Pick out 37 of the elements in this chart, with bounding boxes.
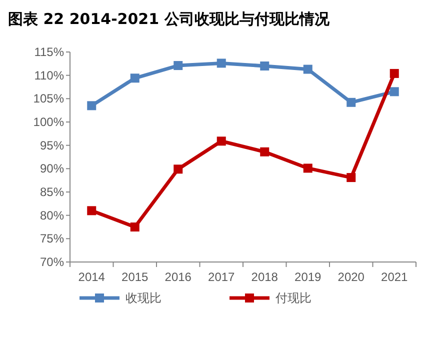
point xyxy=(216,136,226,146)
legend-label: 收现比 xyxy=(126,291,162,305)
x-tick-label: 2019 xyxy=(294,270,322,284)
point xyxy=(346,98,356,107)
point xyxy=(303,164,312,173)
x-tick-label: 2017 xyxy=(208,270,236,284)
y-tick-label: 70% xyxy=(40,255,64,269)
y-tick-label: 110% xyxy=(34,68,64,82)
y-tick-label: 100% xyxy=(33,115,64,129)
point xyxy=(346,173,356,182)
point xyxy=(390,68,399,78)
point xyxy=(390,87,399,96)
point xyxy=(216,58,226,68)
point xyxy=(260,147,270,156)
y-tick-label: 85% xyxy=(40,185,64,199)
y-tick-label: 90% xyxy=(40,162,64,176)
y-tick-label: 115% xyxy=(34,45,64,59)
point xyxy=(130,222,140,232)
y-tick-label: 75% xyxy=(40,232,64,246)
point xyxy=(174,61,183,70)
x-tick-label: 2018 xyxy=(251,270,278,284)
point xyxy=(87,101,96,110)
point xyxy=(130,74,140,83)
point xyxy=(87,206,96,216)
point xyxy=(260,62,270,70)
legend-label: 付现比 xyxy=(274,291,312,305)
y-tick-label: 95% xyxy=(40,138,64,152)
x-tick-label: 2020 xyxy=(338,270,365,284)
point xyxy=(303,64,312,74)
x-tick-label: 2015 xyxy=(122,270,149,284)
x-tick-label: 2021 xyxy=(381,270,408,284)
y-tick-label: 80% xyxy=(40,208,64,222)
chart-title: 图表 22 2014-2021 公司收现比与付现比情况 xyxy=(8,10,330,28)
point xyxy=(174,164,183,174)
x-tick-label: 2016 xyxy=(164,270,192,284)
x-tick-label: 2014 xyxy=(78,270,106,284)
y-tick-label: 105% xyxy=(33,92,64,106)
